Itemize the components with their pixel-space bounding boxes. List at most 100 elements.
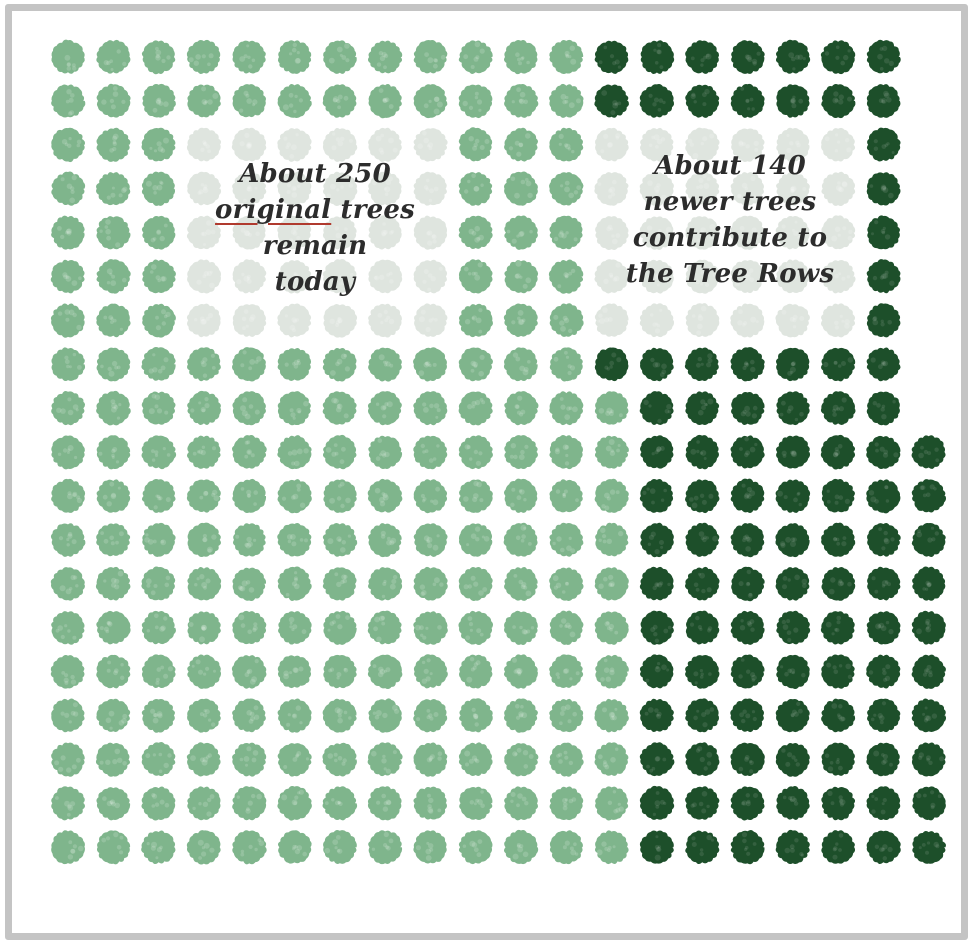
- original-tree-124: [322, 567, 357, 601]
- original-tree-speck: [339, 459, 345, 465]
- original-tree-texture-92: [67, 491, 82, 504]
- original-tree-texture-131: [55, 624, 77, 640]
- original-tree-speck: [604, 492, 610, 499]
- original-tree-speck: [198, 669, 203, 675]
- newer-tree-speck: [787, 752, 793, 758]
- original-tree-speck: [248, 587, 255, 593]
- newer-tree-texture-48: [742, 534, 752, 552]
- original-tree-speck: [565, 581, 569, 586]
- original-tree-speck: [530, 626, 535, 630]
- original-tree-speck: [474, 95, 479, 100]
- original-tree-texture-135: [238, 614, 258, 635]
- original-tree-speck: [78, 276, 82, 281]
- newer-tree-speck: [790, 541, 796, 547]
- newer-tree-speck: [699, 851, 704, 857]
- newer-tree-speck: [836, 620, 841, 625]
- original-tree-191: [413, 786, 448, 820]
- faded-tree-5: [413, 128, 448, 162]
- newer-tree-speck: [702, 92, 707, 98]
- original-tree-speck: [377, 671, 384, 678]
- original-tree-speck: [111, 492, 116, 498]
- newer-tree-1: [640, 40, 675, 75]
- original-tree-speck: [572, 711, 577, 717]
- newer-tree-speck: [925, 626, 932, 633]
- original-tree-speck: [415, 845, 421, 851]
- original-tree-texture-105: [58, 531, 77, 547]
- newer-tree-speck: [663, 488, 667, 493]
- original-tree-speck: [392, 574, 398, 580]
- original-tree-136: [278, 611, 312, 645]
- newer-tree-speck: [883, 538, 890, 545]
- newer-tree-speck: [655, 791, 660, 795]
- faded-tree-speck: [286, 189, 291, 195]
- newer-tree-texture-15: [869, 184, 894, 199]
- original-tree-speck: [115, 540, 119, 545]
- original-tree-100: [413, 479, 448, 514]
- newer-tree-42: [775, 479, 811, 513]
- original-tree-speck: [560, 325, 566, 332]
- newer-tree-texture-72: [868, 664, 891, 682]
- original-tree-texture-40: [506, 229, 533, 244]
- faded-tree-texture-54: [597, 307, 613, 324]
- original-tree-speck: [67, 804, 72, 809]
- newer-tree-41: [730, 478, 765, 513]
- newer-tree-speck: [880, 228, 886, 234]
- newer-tree-speck: [739, 712, 744, 718]
- faded-tree-speck: [241, 272, 245, 277]
- original-tree-texture-88: [464, 444, 483, 466]
- original-tree-speck: [293, 364, 299, 369]
- original-tree-speck: [107, 621, 113, 627]
- newer-tree-speck: [704, 709, 711, 715]
- newer-tree-speck: [699, 451, 704, 455]
- original-tree-texture-160: [199, 709, 216, 727]
- newer-tree-speck: [754, 442, 758, 447]
- newer-tree-69: [730, 654, 765, 689]
- faded-tree-speck: [709, 133, 715, 139]
- faded-tree-speck: [753, 140, 759, 147]
- original-tree-41: [549, 215, 583, 250]
- faded-tree-speck: [611, 234, 615, 238]
- faded-tree-speck: [431, 317, 435, 321]
- original-tree-texture-147: [191, 659, 216, 676]
- newer-tree-texture-81: [646, 756, 667, 773]
- original-tree-speck: [434, 577, 440, 584]
- original-tree-speck: [76, 495, 81, 500]
- faded-tree-speck: [831, 235, 838, 242]
- newer-tree-speck: [742, 838, 747, 844]
- original-tree-speck: [294, 58, 301, 64]
- original-tree-speck: [110, 104, 116, 110]
- original-tree-speck: [568, 536, 572, 541]
- original-tree-speck: [73, 575, 78, 580]
- newer-tree-speck: [839, 716, 845, 722]
- original-tree-speck: [564, 186, 570, 193]
- original-tree-speck: [340, 547, 346, 553]
- original-tree-texture-49: [103, 315, 123, 331]
- newer-tree-speck: [847, 581, 852, 587]
- newer-tree-speck: [693, 100, 697, 104]
- faded-tree-speck: [745, 144, 750, 149]
- faded-tree-speck: [293, 276, 298, 281]
- original-tree-37: [96, 216, 131, 250]
- newer-tree-speck: [745, 450, 751, 456]
- original-tree-speck: [469, 657, 475, 662]
- original-tree-speck: [484, 139, 490, 144]
- faded-tree-speck: [373, 275, 378, 280]
- original-tree-speck: [517, 669, 522, 675]
- newer-tree-speck: [839, 581, 845, 586]
- original-tree-speck: [516, 410, 522, 415]
- newer-tree-speck: [793, 801, 799, 806]
- faded-tree-speck: [378, 147, 384, 153]
- original-tree-speck: [164, 582, 170, 588]
- original-tree-speck: [149, 270, 154, 274]
- original-tree-speck: [388, 838, 394, 844]
- original-tree-137: [323, 610, 357, 645]
- original-tree-speck: [380, 530, 386, 536]
- faded-tree-speck: [243, 230, 250, 236]
- newer-tree-speck: [836, 407, 840, 411]
- original-tree-speck: [518, 98, 523, 103]
- newer-tree-speck: [745, 546, 751, 552]
- newer-tree-74: [639, 698, 674, 732]
- faded-tree-speck: [848, 229, 853, 234]
- original-tree-texture-5: [289, 42, 301, 64]
- original-tree-speck: [144, 537, 150, 543]
